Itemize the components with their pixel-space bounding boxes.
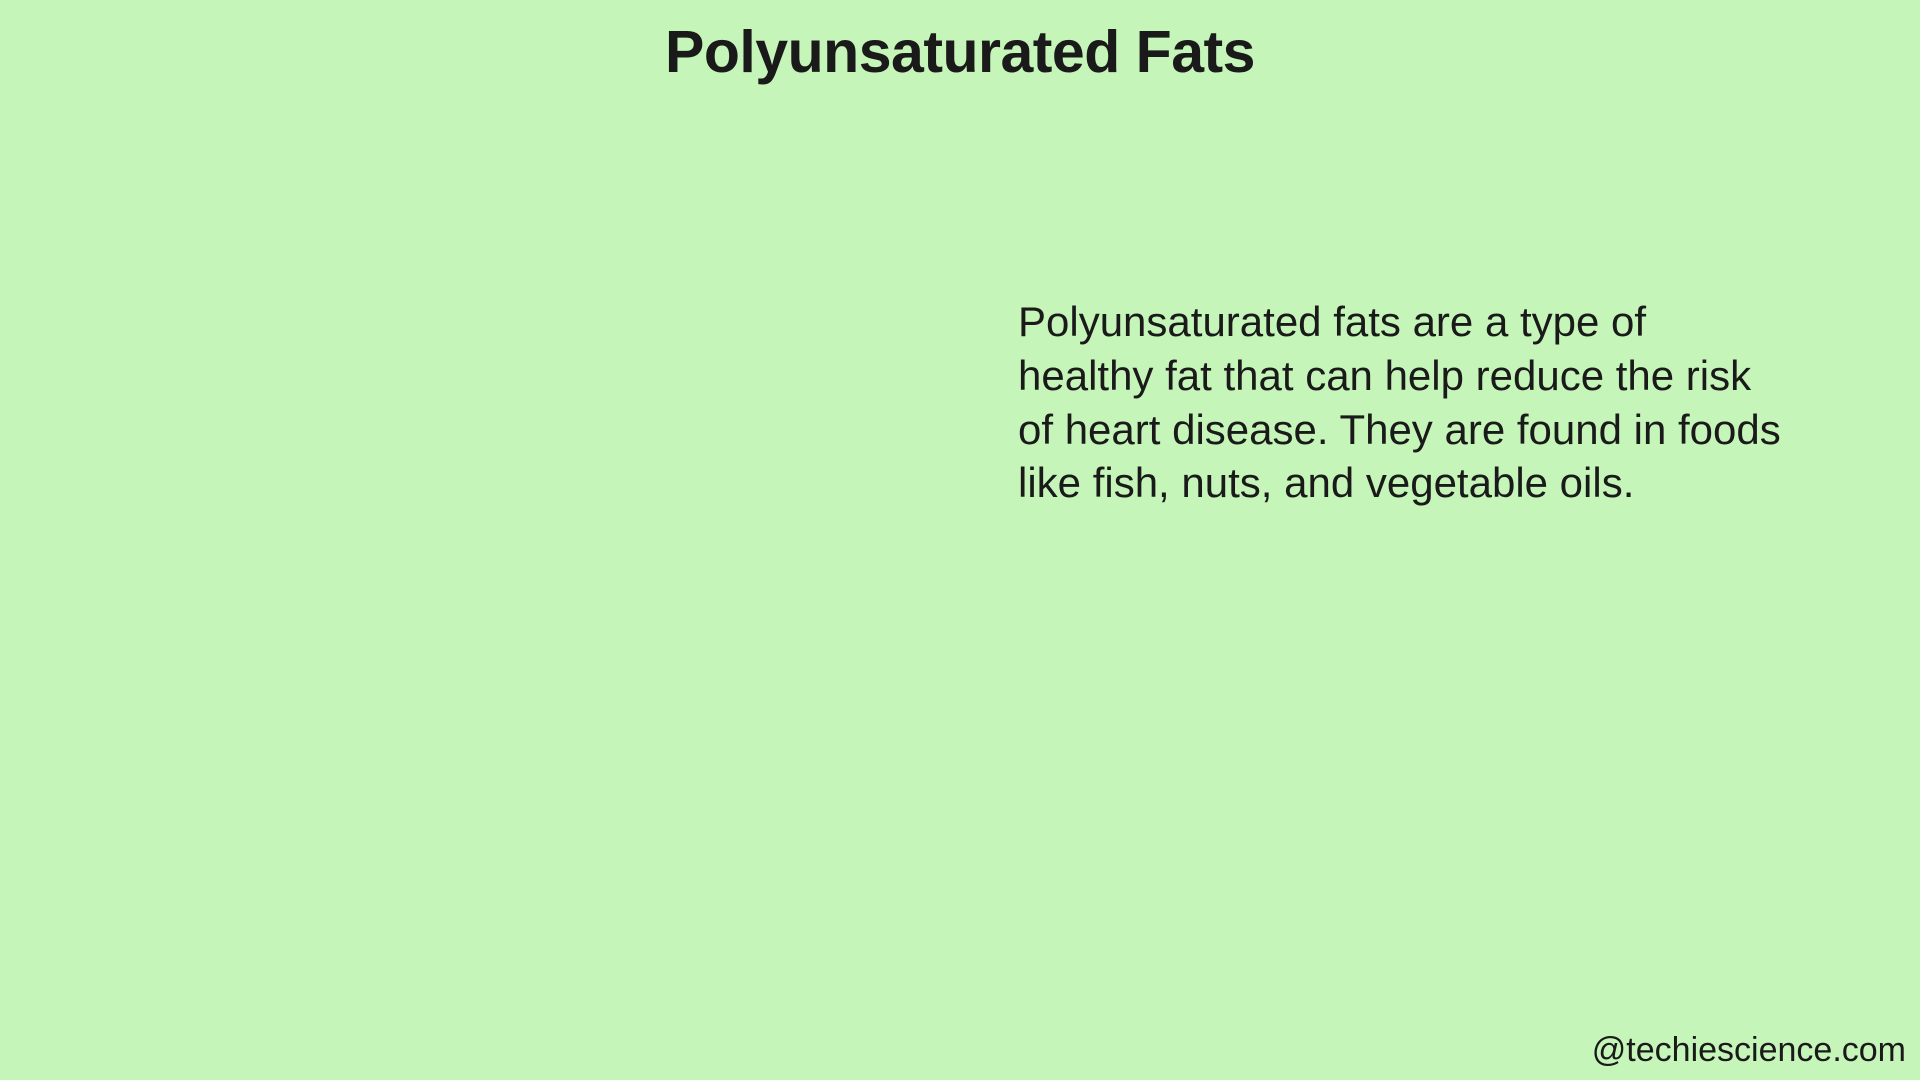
attribution-text: @techiescience.com	[1592, 1031, 1906, 1070]
page-title: Polyunsaturated Fats	[0, 0, 1920, 86]
body-paragraph: Polyunsaturated fats are a type of healt…	[1018, 295, 1788, 510]
